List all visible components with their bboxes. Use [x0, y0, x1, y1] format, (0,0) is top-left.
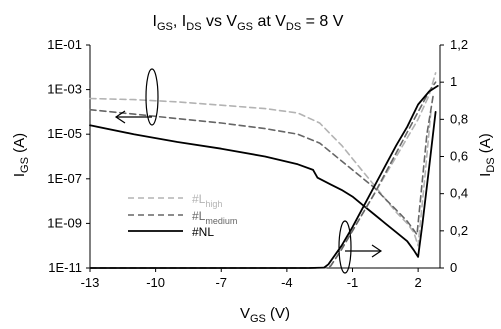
y-right-tick-label: 0,8	[450, 111, 468, 126]
left-axis-pointer-arrow-head	[114, 110, 126, 124]
x-tick-label: -1	[347, 275, 359, 290]
y-left-tick-label: 1E-01	[47, 37, 82, 52]
right-axis-pointer-arrow-head	[371, 244, 383, 258]
y-axis-left-label: IGS (A)	[11, 133, 31, 177]
left-axis-pointer-ellipse	[145, 68, 159, 126]
x-axis-label: VGS (V)	[240, 305, 290, 325]
series-line-l-high	[89, 97, 433, 247]
y-left-tick-label: 1E-09	[47, 215, 82, 230]
series-line-nl	[89, 111, 437, 258]
legend-label-l-high: #Lhigh	[192, 192, 222, 209]
y-left-tick-label: 1E-05	[47, 126, 82, 141]
legend-label-nl: #NL	[192, 225, 214, 239]
y-axis-right-label: IDS (A)	[477, 133, 497, 177]
x-tick-label: -13	[81, 275, 100, 290]
y-right-tick-label: 1	[450, 74, 457, 89]
y-right-tick-label: 0,6	[450, 149, 468, 164]
y-left-tick-label: 1E-11	[48, 260, 82, 275]
y-right-tick-label: 1,2	[450, 37, 468, 52]
series-line-l-medium	[89, 93, 435, 236]
y-left-tick-label: 1E-03	[47, 82, 82, 97]
chart-title: IGS, IDS vs VGS at VDS = 8 V	[153, 13, 344, 33]
series-line-nl-ids	[89, 85, 439, 269]
x-tick-label: -7	[215, 275, 227, 290]
y-right-tick-label: 0,2	[450, 223, 468, 238]
left-axis-pointer	[114, 68, 159, 126]
curves-layer	[89, 72, 439, 269]
x-tick-label: 2	[415, 275, 422, 290]
x-tick-label: -10	[146, 275, 165, 290]
series-line-l-medium-ids	[89, 81, 437, 269]
legend-label-l-medium: #Lmedium	[192, 209, 237, 226]
legend: #Lhigh #Lmedium #NL	[128, 192, 237, 239]
y-left-tick-label: 1E-07	[47, 171, 82, 186]
y-right-tick-label: 0	[450, 260, 457, 275]
x-tick-label: -4	[281, 275, 293, 290]
right-axis-pointer	[338, 220, 383, 274]
ticks-layer: -13 -10 -7 -4 -1 2 1E-01 1E-03 1E-05 1E-07 1E-09 1E…	[47, 37, 468, 290]
y-right-tick-label: 0,4	[450, 186, 468, 201]
right-axis-pointer-ellipse	[338, 220, 352, 274]
